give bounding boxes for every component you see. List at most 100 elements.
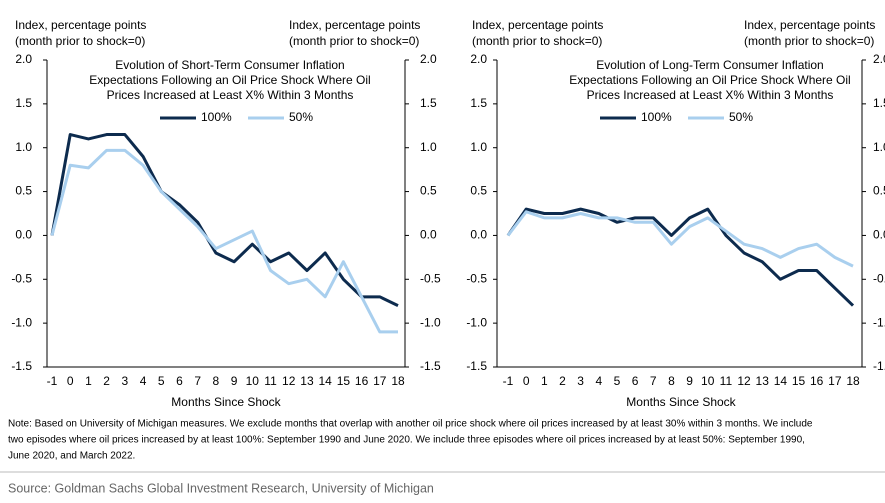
y-tick-label: -1.5 — [11, 359, 32, 373]
chart-title: Prices Increased at Least X% Within 3 Mo… — [587, 88, 834, 102]
x-tick-label: 12 — [737, 374, 751, 388]
x-tick-label: 16 — [355, 374, 369, 388]
series-line — [50, 148, 398, 334]
legend-label: 50% — [289, 110, 313, 124]
x-tick-label: 1 — [541, 374, 548, 388]
series-line — [506, 207, 855, 307]
x-tick-label: 1 — [85, 374, 92, 388]
x-tick-label: 9 — [686, 374, 693, 388]
x-tick-label: 2 — [559, 374, 566, 388]
y2-axis-label: (month prior to shock=0) — [289, 34, 419, 48]
note: June 2020, and March 2022. — [8, 451, 135, 462]
y-axis-label: (month prior to shock=0) — [472, 34, 602, 48]
x-tick-label: 11 — [264, 374, 277, 388]
y2-tick-label: -1.0 — [873, 315, 885, 329]
x-tick-label: 18 — [391, 374, 405, 388]
y-axis-label: Index, percentage points — [15, 18, 146, 32]
chart-title: Evolution of Short-Term Consumer Inflati… — [115, 58, 344, 72]
x-tick-label: 14 — [774, 374, 788, 388]
y2-tick-label: -1.5 — [420, 359, 441, 373]
y-tick-label: -0.5 — [466, 271, 487, 285]
y-tick-label: -1.0 — [11, 315, 32, 329]
y-tick-label: 0.0 — [15, 228, 32, 242]
x-tick-label: 17 — [373, 374, 387, 388]
x-tick-label: 0 — [67, 374, 74, 388]
series-line — [506, 210, 854, 268]
y-axis-label: (month prior to shock=0) — [15, 34, 145, 48]
x-tick-label: 10 — [246, 374, 260, 388]
x-tick-label: 4 — [595, 374, 602, 388]
y2-tick-label: -0.5 — [873, 271, 885, 285]
y2-tick-label: 0.5 — [873, 184, 885, 198]
y2-tick-label: -0.5 — [420, 271, 441, 285]
x-tick-label: 4 — [140, 374, 147, 388]
y-tick-label: -1.0 — [466, 315, 487, 329]
x-tick-label: 5 — [158, 374, 165, 388]
y-tick-label: -0.5 — [11, 271, 32, 285]
x-tick-label: 2 — [103, 374, 110, 388]
x-tick-label: 11 — [720, 374, 733, 388]
x-tick-label: 17 — [828, 374, 842, 388]
x-tick-label: 6 — [632, 374, 639, 388]
note: two episodes where oil prices increased … — [8, 435, 805, 446]
y-tick-label: -1.5 — [466, 359, 487, 373]
y-tick-label: 0.5 — [470, 184, 487, 198]
note: Note: Based on University of Michigan me… — [8, 419, 813, 430]
y2-tick-label: -1.5 — [873, 359, 885, 373]
y2-tick-label: 1.5 — [420, 96, 437, 110]
y2-tick-label: 0.0 — [873, 228, 885, 242]
x-tick-label: 6 — [176, 374, 183, 388]
x-tick-label: 13 — [300, 374, 314, 388]
series-line — [50, 133, 399, 307]
x-tick-label: 7 — [194, 374, 201, 388]
y2-axis-label: Index, percentage points — [289, 18, 420, 32]
x-tick-label: 3 — [121, 374, 128, 388]
y2-tick-label: 1.5 — [873, 96, 885, 110]
x-tick-label: 9 — [231, 374, 238, 388]
y-tick-label: 0.0 — [470, 228, 487, 242]
y2-tick-label: -1.0 — [420, 315, 441, 329]
legend-label: 100% — [201, 110, 232, 124]
x-tick-label: 14 — [318, 374, 332, 388]
y-tick-label: 1.0 — [470, 140, 487, 154]
y-axis-label: Index, percentage points — [472, 18, 603, 32]
y-tick-label: 1.5 — [470, 96, 487, 110]
chart-title: Expectations Following an Oil Price Shoc… — [569, 73, 850, 87]
x-axis-label: Months Since Shock — [626, 395, 736, 409]
y2-axis-label: (month prior to shock=0) — [744, 34, 874, 48]
y2-tick-label: 0.0 — [420, 228, 437, 242]
legend-label: 50% — [729, 110, 753, 124]
x-tick-label: 13 — [756, 374, 770, 388]
legend-label: 100% — [641, 110, 672, 124]
y-tick-label: 2.0 — [470, 52, 487, 66]
y2-tick-label: 1.0 — [420, 140, 437, 154]
x-tick-label: 8 — [668, 374, 675, 388]
x-tick-label: 8 — [213, 374, 220, 388]
y2-axis-label: Index, percentage points — [744, 18, 875, 32]
y-tick-label: 2.0 — [15, 52, 32, 66]
x-tick-label: 12 — [282, 374, 296, 388]
y-tick-label: 0.5 — [15, 184, 32, 198]
chart-title: Prices Increased at Least X% Within 3 Mo… — [107, 88, 354, 102]
x-tick-label: 18 — [846, 374, 860, 388]
y2-tick-label: 1.0 — [873, 140, 885, 154]
x-tick-label: 15 — [337, 374, 351, 388]
x-tick-label: -1 — [47, 374, 58, 388]
chart-title: Evolution of Long-Term Consumer Inflatio… — [596, 58, 823, 72]
y2-tick-label: 0.5 — [420, 184, 437, 198]
x-tick-label: 0 — [523, 374, 530, 388]
x-axis-label: Months Since Shock — [171, 395, 281, 409]
x-tick-label: 10 — [701, 374, 715, 388]
x-tick-label: 15 — [792, 374, 806, 388]
source: Source: Goldman Sachs Global Investment … — [8, 481, 434, 495]
x-tick-label: -1 — [503, 374, 514, 388]
x-tick-label: 7 — [650, 374, 657, 388]
y-tick-label: 1.5 — [15, 96, 32, 110]
x-tick-label: 3 — [577, 374, 584, 388]
chart-title: Expectations Following an Oil Price Shoc… — [89, 73, 370, 87]
y2-tick-label: 2.0 — [420, 52, 437, 66]
x-tick-label: 5 — [614, 374, 621, 388]
x-tick-label: 16 — [810, 374, 824, 388]
